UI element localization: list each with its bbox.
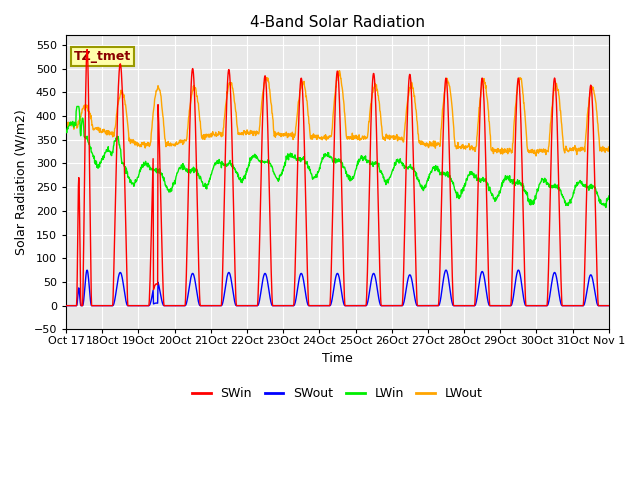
Y-axis label: Solar Radiation (W/m2): Solar Radiation (W/m2)	[15, 109, 28, 255]
Text: TZ_tmet: TZ_tmet	[74, 50, 131, 63]
Legend: SWin, SWout, LWin, LWout: SWin, SWout, LWin, LWout	[187, 383, 488, 406]
Title: 4-Band Solar Radiation: 4-Band Solar Radiation	[250, 15, 425, 30]
X-axis label: Time: Time	[322, 352, 353, 365]
